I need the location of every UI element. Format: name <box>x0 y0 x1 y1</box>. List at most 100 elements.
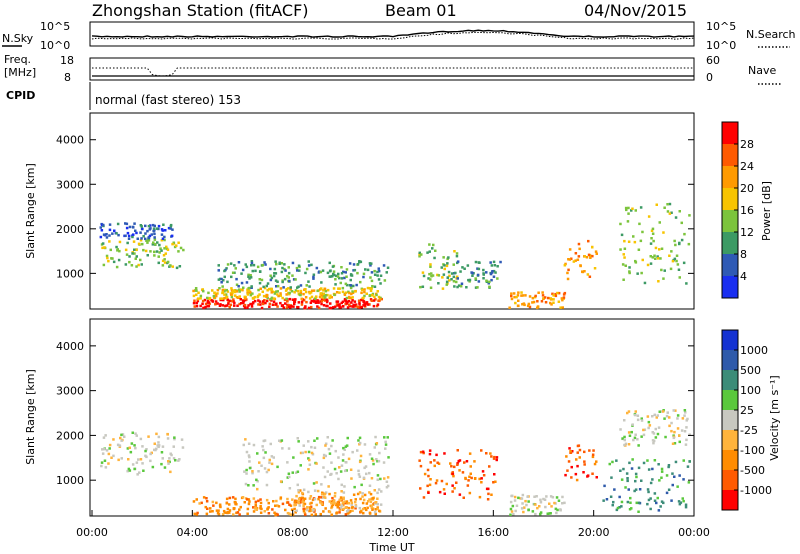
heatmap-cell <box>299 284 303 287</box>
heatmap-cell <box>338 503 341 506</box>
heatmap-cell <box>516 304 520 308</box>
heatmap-cell <box>173 245 177 249</box>
heatmap-cell <box>245 468 248 472</box>
heatmap-cell <box>445 283 448 286</box>
heatmap-cell <box>357 305 360 309</box>
heatmap-cell <box>517 299 520 302</box>
colorbar-swatch <box>722 370 738 391</box>
heatmap-cell <box>288 487 292 490</box>
date-label: 04/Nov/2015 <box>584 1 687 20</box>
heatmap-cell <box>563 501 566 505</box>
heatmap-cell <box>256 480 259 483</box>
heatmap-cell <box>283 267 286 271</box>
heatmap-cell <box>229 303 233 307</box>
heatmap-cell <box>251 292 254 295</box>
heatmap-cell <box>101 246 104 250</box>
heatmap-cell <box>640 435 643 438</box>
heatmap-cell <box>685 419 688 422</box>
heatmap-cell <box>662 231 665 234</box>
heatmap-cell <box>641 258 644 262</box>
heatmap-cell <box>514 509 517 513</box>
heatmap-cell <box>297 497 301 500</box>
heatmap-cell <box>302 499 306 502</box>
heatmap-cell <box>299 289 303 293</box>
heatmap-cell <box>112 454 115 458</box>
heatmap-cell <box>593 267 597 270</box>
heatmap-cell <box>331 439 334 442</box>
heatmap-cell <box>572 260 576 263</box>
heatmap-cell <box>627 206 630 210</box>
heatmap-cell <box>195 301 198 305</box>
heatmap-cell <box>648 424 652 427</box>
heatmap-cell <box>273 511 276 514</box>
heatmap-cell <box>265 483 269 487</box>
heatmap-cell <box>539 511 543 514</box>
heatmap-cell <box>271 303 275 306</box>
heatmap-cell <box>152 227 156 230</box>
heatmap-cell <box>636 414 640 417</box>
heatmap-cell <box>348 303 351 306</box>
heatmap-cell <box>345 469 348 472</box>
heatmap-cell <box>443 452 446 455</box>
heatmap-cell <box>452 263 455 266</box>
heatmap-cell <box>362 511 365 515</box>
heatmap-cell <box>249 293 252 297</box>
heatmap-cell <box>155 447 158 451</box>
heatmap-cell <box>341 300 345 303</box>
heatmap-cell <box>368 287 371 290</box>
heatmap-cell <box>635 501 638 505</box>
heatmap-cell <box>144 237 147 241</box>
heatmap-cell <box>489 452 492 455</box>
heatmap-cell <box>353 268 357 272</box>
heatmap-cell <box>300 303 304 306</box>
heatmap-cell <box>364 465 368 468</box>
heatmap-cell <box>640 271 643 275</box>
heatmap-cell <box>233 271 236 274</box>
heatmap-cell <box>289 288 292 291</box>
heatmap-cell <box>377 488 381 491</box>
heatmap-cell <box>320 293 324 297</box>
heatmap-cell <box>193 299 196 302</box>
heatmap-cell <box>120 439 123 442</box>
heatmap-cell <box>255 508 258 511</box>
heatmap-cell <box>578 247 581 251</box>
heatmap-cell <box>429 286 433 289</box>
heatmap-cell <box>307 264 311 267</box>
heatmap-cell <box>436 273 439 277</box>
heatmap-cell <box>202 496 206 499</box>
heatmap-cell <box>565 455 568 458</box>
heatmap-cell <box>164 229 167 232</box>
heatmap-cell <box>269 274 272 277</box>
heatmap-cell <box>649 497 652 500</box>
heatmap-cell <box>149 224 152 227</box>
heatmap-cell <box>230 295 234 299</box>
heatmap-cell <box>130 264 134 267</box>
heatmap-cell <box>368 471 371 475</box>
heatmap-cell <box>492 260 496 264</box>
heatmap-cell <box>148 228 151 231</box>
heatmap-cell <box>225 295 229 299</box>
heatmap-cell <box>149 452 152 456</box>
heatmap-cell <box>274 279 278 282</box>
heatmap-cell <box>284 508 287 512</box>
heatmap-cell <box>569 449 572 453</box>
heatmap-cell <box>144 454 147 458</box>
heatmap-cell <box>220 277 223 281</box>
heatmap-cell <box>132 233 135 236</box>
heatmap-cell <box>650 229 654 232</box>
heatmap-cell <box>670 429 673 433</box>
heatmap-cell <box>335 303 339 306</box>
heatmap-cell <box>236 511 240 514</box>
heatmap-cell <box>365 472 368 476</box>
heatmap-cell <box>349 284 353 287</box>
heatmap-cell <box>477 261 480 264</box>
heatmap-cell <box>670 421 673 425</box>
heatmap-cell <box>222 509 226 513</box>
heatmap-cell <box>240 281 244 285</box>
heatmap-cell <box>647 420 651 424</box>
heatmap-cell <box>346 512 350 515</box>
heatmap-cell <box>286 287 290 290</box>
heatmap-cell <box>223 511 227 514</box>
heatmap-cell <box>247 484 250 487</box>
heatmap-cell <box>366 500 370 503</box>
